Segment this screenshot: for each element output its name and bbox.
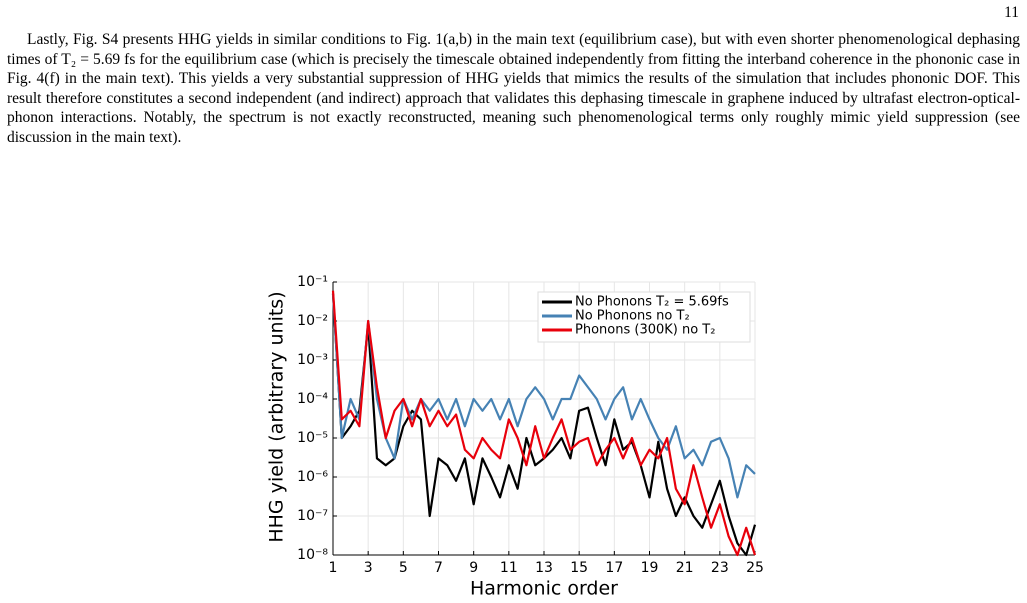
x-tick-label: 13 [535, 560, 553, 576]
x-tick-label: 21 [676, 560, 694, 576]
x-tick-label: 19 [641, 560, 659, 576]
legend-label: No Phonons no T₂ [575, 309, 690, 324]
x-tick-label: 23 [711, 560, 729, 576]
x-tick-label: 9 [469, 560, 478, 576]
legend-box [537, 291, 751, 343]
y-tick-label: 10⁻¹ [297, 274, 328, 290]
y-axis-label: HHG yield (arbitrary units) [266, 291, 288, 542]
y-tick-label: 10⁻² [297, 313, 328, 329]
x-tick-label: 7 [434, 560, 443, 576]
x-tick-label: 11 [500, 560, 518, 576]
x-tick-label: 5 [399, 560, 408, 576]
x-tick-label: 17 [605, 560, 623, 576]
x-tick-label: 1 [329, 560, 338, 576]
y-tick-label: 10⁻⁵ [297, 430, 328, 446]
y-tick-label: 10⁻⁸ [297, 547, 328, 563]
paragraph: Lastly, Fig. S4 presents HHG yields in s… [7, 31, 1020, 146]
x-tick-label: 25 [746, 560, 764, 576]
series-line [331, 290, 757, 557]
x-tick-label: 15 [570, 560, 588, 576]
y-tick-label: 10⁻⁴ [297, 391, 328, 407]
x-axis-label: Harmonic order [470, 578, 618, 600]
page-number: 11 [1004, 4, 1019, 21]
y-tick-label: 10⁻³ [297, 352, 328, 368]
y-tick-label: 10⁻⁶ [297, 469, 328, 485]
y-tick-label: 10⁻⁷ [297, 508, 328, 524]
x-tick-label: 3 [364, 560, 373, 576]
legend-label: No Phonons T₂ = 5.69fs [575, 295, 729, 310]
legend-label: Phonons (300K) no T₂ [575, 323, 715, 338]
